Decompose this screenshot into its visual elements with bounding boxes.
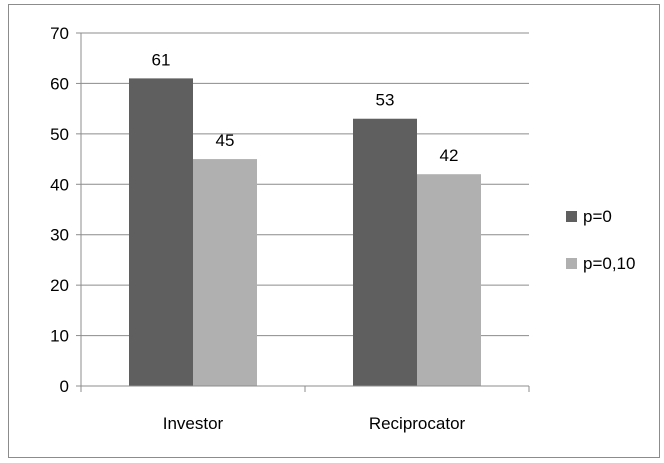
legend-label: p=0 bbox=[583, 207, 612, 226]
y-tick-label: 20 bbox=[50, 276, 69, 295]
data-label: 42 bbox=[440, 146, 459, 165]
y-tick-label: 70 bbox=[50, 24, 69, 43]
y-tick-label: 0 bbox=[60, 377, 69, 396]
y-tick-label: 30 bbox=[50, 226, 69, 245]
data-label: 61 bbox=[152, 50, 171, 69]
legend-swatch bbox=[566, 258, 577, 269]
data-label: 53 bbox=[376, 91, 395, 110]
y-tick-label: 10 bbox=[50, 327, 69, 346]
y-tick-label: 60 bbox=[50, 74, 69, 93]
legend-swatch bbox=[566, 211, 577, 222]
legend-label: p=0,10 bbox=[583, 254, 635, 273]
bar-p-0-reciprocator bbox=[353, 118, 417, 386]
bar-p-0-10-investor bbox=[193, 159, 257, 386]
x-category-label: Investor bbox=[163, 414, 224, 433]
bar-chart: 0 10 20 30 40 50 60 70 61 53 45 42 Investor Reciproca… bbox=[50, 24, 635, 433]
y-tick-label: 50 bbox=[50, 125, 69, 144]
bar-p-0-10-reciprocator bbox=[417, 174, 481, 386]
x-category-label: Reciprocator bbox=[369, 414, 466, 433]
data-label: 45 bbox=[216, 131, 235, 150]
y-tick-label: 40 bbox=[50, 175, 69, 194]
bar-p-0-investor bbox=[129, 78, 193, 386]
chart-frame: 0 10 20 30 40 50 60 70 61 53 45 42 Investor Reciproca… bbox=[8, 4, 660, 458]
